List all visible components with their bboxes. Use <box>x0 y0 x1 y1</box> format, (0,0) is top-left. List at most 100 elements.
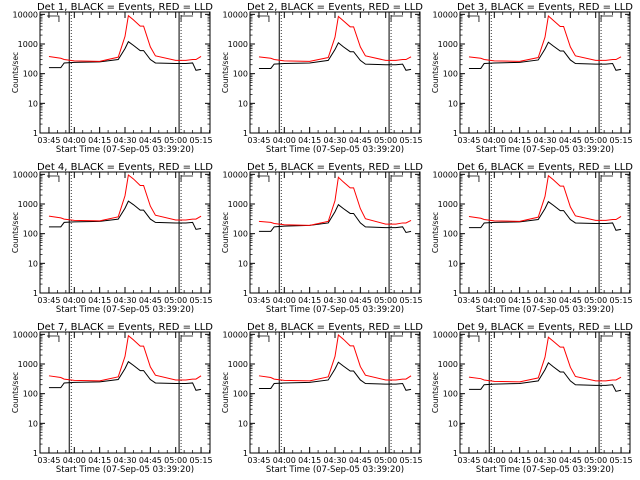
x-tick-label: 05:15 <box>400 136 423 145</box>
y-tick-label: 10 <box>448 259 458 268</box>
y-tick-label: 10 <box>28 419 38 428</box>
y-tick-label: 100 <box>23 70 38 79</box>
x-tick-label: 04:30 <box>533 136 556 145</box>
top-bracket-mark <box>256 15 270 22</box>
y-axis-label: Counts/sec <box>221 212 230 253</box>
y-tick-label: 100 <box>23 230 38 239</box>
x-tick-label: 04:45 <box>559 456 582 465</box>
detector-panel-2: Det 2, BLACK = Events, RED = LLD 1 10 100 10… <box>221 2 423 155</box>
lld-series-line <box>468 174 622 222</box>
x-tick-label: 04:30 <box>533 456 556 465</box>
panel-title: Det 3, BLACK = Events, RED = LLD <box>457 2 633 13</box>
top-bracket-mark <box>256 335 270 342</box>
lld-series-line <box>258 15 412 62</box>
events-series-line <box>48 40 202 71</box>
events-series-line <box>468 200 622 231</box>
x-tick-label: 05:15 <box>610 456 633 465</box>
top-bracket-mark <box>466 15 480 22</box>
y-tick-label: 100 <box>233 70 248 79</box>
y-axis-label: Counts/sec <box>11 212 20 253</box>
x-axis-label: Start Time (07-Sep-05 03:39:20) <box>476 465 614 475</box>
x-axis-label: Start Time (07-Sep-05 03:39:20) <box>476 305 614 315</box>
y-tick-label: 1000 <box>228 360 248 369</box>
y-axis-label: Counts/sec <box>11 372 20 413</box>
top-bracket-mark <box>180 335 194 342</box>
x-tick-label: 03:45 <box>37 456 60 465</box>
y-axis-label: Counts/sec <box>431 52 440 93</box>
y-tick-label: 100 <box>443 230 458 239</box>
x-tick-label: 05:15 <box>190 136 213 145</box>
x-tick-label: 04:00 <box>63 136 86 145</box>
x-tick-label: 04:30 <box>113 136 136 145</box>
detector-panel-1: Det 1, BLACK = Events, RED = LLD 1 10 100 10… <box>11 2 213 155</box>
top-bracket-mark <box>390 175 404 182</box>
x-tick-label: 04:15 <box>298 456 321 465</box>
x-tick-label: 04:15 <box>88 296 111 305</box>
top-bracket-mark <box>46 15 60 22</box>
x-tick-label: 04:15 <box>508 136 531 145</box>
x-tick-label: 05:00 <box>374 456 397 465</box>
x-axis-label: Start Time (07-Sep-05 03:39:20) <box>56 305 194 315</box>
top-bracket-mark <box>180 175 194 182</box>
y-tick-label: 1000 <box>228 200 248 209</box>
x-tick-label: 04:00 <box>63 296 86 305</box>
x-tick-label: 04:15 <box>508 456 531 465</box>
events-series-line <box>468 41 622 71</box>
x-axis-label: Start Time (07-Sep-05 03:39:20) <box>56 465 194 475</box>
x-tick-label: 04:45 <box>139 456 162 465</box>
y-tick-label: 10000 <box>13 10 38 19</box>
top-bracket-mark <box>46 335 60 342</box>
x-tick-label: 05:15 <box>610 296 633 305</box>
events-series-line <box>258 42 412 71</box>
x-tick-label: 03:45 <box>37 136 60 145</box>
x-tick-label: 04:15 <box>88 456 111 465</box>
x-tick-label: 04:15 <box>508 296 531 305</box>
lld-series-line <box>48 334 202 382</box>
x-tick-label: 04:00 <box>273 136 296 145</box>
x-tick-label: 05:00 <box>584 456 607 465</box>
top-bracket-mark <box>466 175 480 182</box>
y-tick-label: 10000 <box>223 10 248 19</box>
x-tick-label: 05:15 <box>400 296 423 305</box>
x-tick-label: 05:00 <box>584 296 607 305</box>
y-tick-label: 100 <box>443 70 458 79</box>
x-tick-label: 04:30 <box>323 456 346 465</box>
detector-panel-3: Det 3, BLACK = Events, RED = LLD 1 10 100 10… <box>431 2 633 155</box>
x-tick-label: 04:30 <box>323 296 346 305</box>
y-tick-label: 10 <box>448 99 458 108</box>
plot-frame <box>39 11 211 134</box>
y-tick-label: 1000 <box>18 360 38 369</box>
x-tick-label: 04:30 <box>113 296 136 305</box>
x-tick-label: 05:00 <box>164 136 187 145</box>
x-axis-label: Start Time (07-Sep-05 03:39:20) <box>56 145 194 155</box>
x-tick-label: 04:45 <box>349 456 372 465</box>
y-tick-label: 1 <box>453 289 458 298</box>
y-tick-label: 100 <box>23 390 38 399</box>
top-bracket-mark <box>466 335 480 342</box>
x-tick-label: 04:45 <box>349 296 372 305</box>
y-tick-label: 1 <box>453 129 458 138</box>
x-tick-label: 04:15 <box>298 296 321 305</box>
y-tick-label: 10000 <box>13 330 38 339</box>
panel-title: Det 5, BLACK = Events, RED = LLD <box>247 162 423 173</box>
y-tick-label: 1 <box>33 289 38 298</box>
x-tick-label: 04:15 <box>298 136 321 145</box>
top-bracket-mark <box>180 15 194 22</box>
top-bracket-mark <box>600 335 614 342</box>
x-tick-label: 03:45 <box>457 296 480 305</box>
x-tick-label: 04:45 <box>139 296 162 305</box>
top-bracket-mark <box>600 15 614 22</box>
x-tick-label: 05:00 <box>164 296 187 305</box>
lld-series-line <box>468 15 622 62</box>
x-tick-label: 05:00 <box>374 296 397 305</box>
x-tick-label: 04:30 <box>113 456 136 465</box>
y-tick-label: 1 <box>33 449 38 458</box>
y-tick-label: 1 <box>243 129 248 138</box>
panel-title: Det 2, BLACK = Events, RED = LLD <box>247 2 423 13</box>
panel-title: Det 6, BLACK = Events, RED = LLD <box>457 162 633 173</box>
y-tick-label: 10000 <box>223 330 248 339</box>
events-series-line <box>48 360 202 391</box>
panel-title: Det 9, BLACK = Events, RED = LLD <box>457 322 633 333</box>
plot-frame <box>459 11 631 134</box>
